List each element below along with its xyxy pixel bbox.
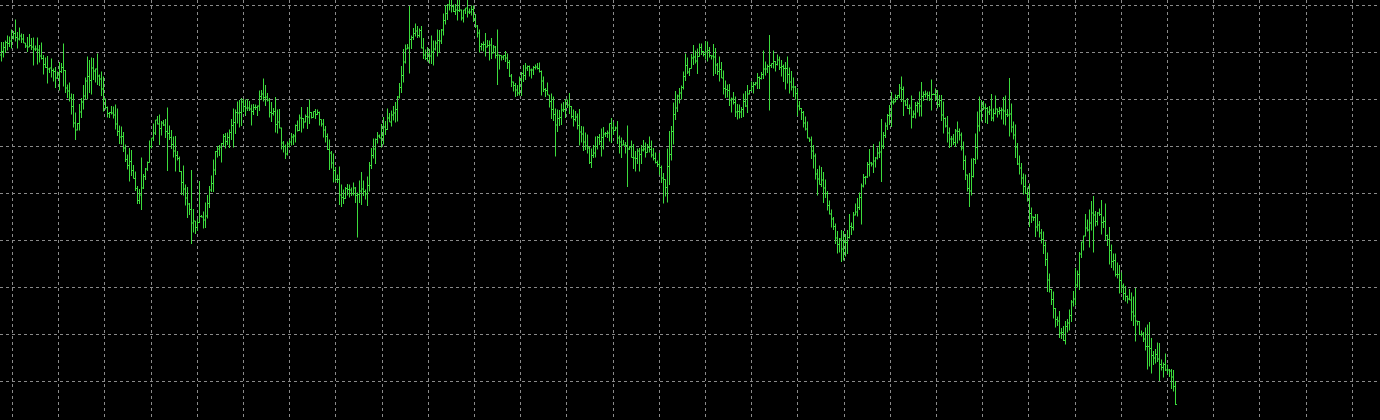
price-bar	[1174, 381, 1177, 405]
price-bar	[448, 0, 450, 11]
price-bars	[0, 0, 1177, 405]
